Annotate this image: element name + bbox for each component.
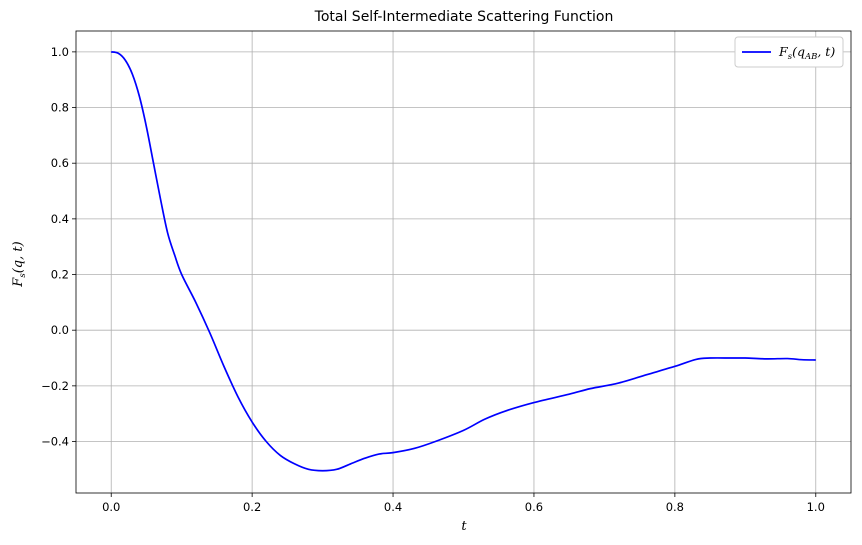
legend-label-open: (q (792, 44, 805, 59)
legend: Fs(qAB, t) (734, 36, 844, 68)
y-tick-label: 0.8 (51, 101, 69, 115)
chart-title: Total Self-Intermediate Scattering Funct… (314, 9, 614, 25)
series-line (111, 51, 816, 472)
y-tick-label: 0.0 (51, 323, 69, 337)
y-tick-label: 0.2 (51, 268, 69, 282)
legend-series-label: Fs(qAB, t) (778, 44, 835, 62)
legend-label-close: , t) (817, 44, 835, 59)
y-label-base: F (11, 277, 26, 288)
y-tick-label: 0.4 (51, 212, 69, 226)
series-layer (111, 51, 816, 472)
x-tick-label: 1.0 (807, 500, 825, 514)
y-tick-label: −0.2 (41, 379, 69, 393)
legend-box (734, 36, 844, 68)
y-label-sub: s (18, 273, 28, 278)
legend-label-sub-s: s (788, 52, 793, 62)
ticks: 0.0 0.2 0.4 0.6 0.8 1.0 −0.4 −0.2 0.0 0.2 0.4 0.6 0.… (41, 45, 825, 514)
y-tick-label: 0.6 (51, 156, 69, 170)
legend-label-sub-ab: AB (804, 52, 817, 62)
y-axis-label: Fs(q, t) (11, 241, 28, 287)
x-tick-label: 0.6 (525, 500, 543, 514)
x-tick-label: 0.8 (666, 500, 684, 514)
grid (76, 31, 851, 493)
y-tick-label: 1.0 (51, 45, 69, 59)
y-tick-label: −0.4 (41, 435, 69, 449)
x-tick-label: 0.4 (384, 500, 402, 514)
legend-label-base: F (778, 44, 789, 59)
plot-frame (75, 30, 852, 494)
x-tick-label: 0.2 (243, 500, 261, 514)
y-label-args: (q, t) (11, 241, 26, 273)
x-axis-label: t (461, 519, 467, 534)
x-tick-label: 0.0 (102, 500, 120, 514)
